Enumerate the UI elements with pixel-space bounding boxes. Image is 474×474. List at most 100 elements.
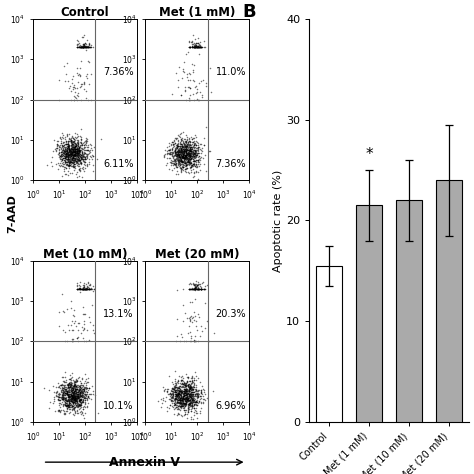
Point [76, 166, 84, 174]
Point [78, 33, 86, 41]
Point [67, 297, 74, 305]
Point [176, 144, 184, 151]
Point [188, 400, 196, 408]
Point [58, 147, 66, 155]
Point [58, 392, 65, 400]
Point [71, 395, 79, 402]
Point [185, 387, 193, 395]
Point [74, 137, 82, 145]
Point [182, 131, 190, 139]
Point [171, 399, 178, 407]
Point [63, 144, 71, 152]
Point [76, 393, 83, 401]
Point [191, 153, 198, 161]
Point [68, 406, 76, 414]
Point [191, 285, 199, 292]
Point [75, 401, 82, 409]
Point [190, 165, 197, 173]
Point [176, 161, 184, 169]
Point [163, 393, 170, 401]
Point [180, 399, 188, 407]
Point [73, 146, 81, 153]
Point [169, 143, 177, 150]
Point [68, 148, 76, 155]
Point [191, 295, 199, 303]
Point [181, 381, 188, 389]
Point [188, 163, 195, 170]
Point [175, 384, 182, 392]
Point [62, 390, 70, 398]
Point [89, 161, 96, 169]
Point [177, 129, 185, 137]
Point [189, 162, 197, 170]
Point [186, 317, 194, 324]
Point [75, 146, 82, 154]
Point [182, 142, 190, 149]
Point [74, 151, 82, 159]
Point [187, 391, 194, 399]
Point [79, 43, 87, 51]
Point [60, 385, 67, 393]
Point [77, 398, 84, 406]
Point [177, 330, 184, 338]
Point [189, 173, 196, 181]
Point [172, 392, 179, 399]
Point [67, 146, 74, 153]
Point [199, 147, 206, 155]
Point [65, 402, 73, 410]
Point [168, 387, 175, 395]
Point [188, 397, 195, 404]
Point [74, 141, 82, 149]
Point [199, 145, 206, 152]
Point [64, 140, 72, 147]
Point [178, 143, 186, 150]
Point [178, 145, 185, 152]
Point [59, 146, 67, 154]
Point [173, 396, 181, 404]
Point [194, 168, 201, 175]
Point [63, 143, 70, 151]
Point [64, 381, 72, 389]
Point [61, 147, 69, 155]
Point [74, 319, 82, 327]
Point [65, 143, 73, 150]
Point [81, 384, 89, 392]
Point [190, 309, 198, 316]
Point [57, 382, 64, 389]
Point [187, 398, 195, 405]
Point [69, 154, 77, 161]
Point [65, 384, 73, 392]
Point [181, 379, 188, 387]
Point [175, 133, 183, 140]
Point [61, 135, 69, 143]
Point [65, 393, 73, 401]
Point [73, 36, 81, 44]
Point [190, 337, 198, 345]
Point [185, 396, 192, 403]
Point [176, 388, 183, 395]
Point [179, 149, 186, 156]
Point [187, 285, 195, 292]
Point [66, 371, 74, 379]
Point [72, 157, 80, 165]
Point [193, 43, 201, 51]
Point [63, 140, 70, 148]
Point [187, 159, 195, 167]
Point [69, 149, 77, 156]
Point [64, 142, 72, 150]
Point [189, 396, 196, 404]
Point [77, 410, 85, 418]
Point [82, 43, 89, 51]
Point [173, 394, 180, 402]
Point [193, 398, 201, 406]
Point [87, 144, 95, 152]
Point [180, 150, 187, 158]
Point [179, 163, 186, 171]
Point [67, 383, 74, 391]
Point [184, 329, 192, 337]
Point [197, 283, 205, 291]
Point [181, 137, 189, 145]
Point [71, 147, 79, 155]
Point [190, 285, 198, 292]
Point [68, 133, 75, 141]
